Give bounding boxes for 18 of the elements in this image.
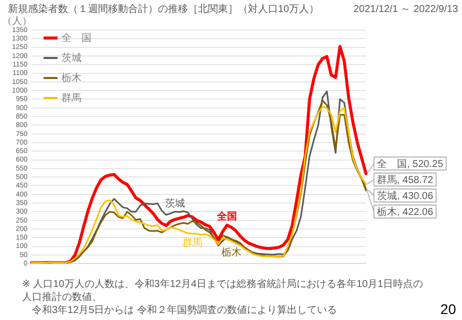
text: 2021/12/1 ～ 2022/9/13 (353, 3, 458, 16)
y-axis-title: （人） (2, 16, 32, 27)
legend-label: 全 国 (62, 32, 92, 44)
annotation: 群馬 (182, 236, 202, 249)
annotation: 全国 (216, 210, 238, 223)
legend-label: 群馬 (62, 92, 82, 104)
annotation: 栃木 (221, 246, 242, 259)
chart-title: 新規感染者数（１週間移動合計）の推移［北関東］（対人口10万人） (8, 2, 320, 16)
text: 20 (440, 301, 456, 317)
annotation: 茨城 (164, 198, 185, 210)
text: 令和3年12月5日からは 令和２年国勢調査の数値により算出している (31, 304, 338, 317)
legend-label: 茨城 (62, 52, 82, 64)
text: 全 国, 520.25 (377, 158, 444, 170)
text: ※ 人口10万人の人数は、令和3年12月4日までは総務省統計局における各年10月1日時点の人口推計の数値、 (22, 278, 424, 304)
text: 群馬, 458.72 (377, 174, 434, 186)
text: 栃木, 422.06 (377, 206, 434, 218)
text: 茨城, 430.06 (377, 190, 434, 202)
legend-label: 栃木 (62, 72, 82, 84)
